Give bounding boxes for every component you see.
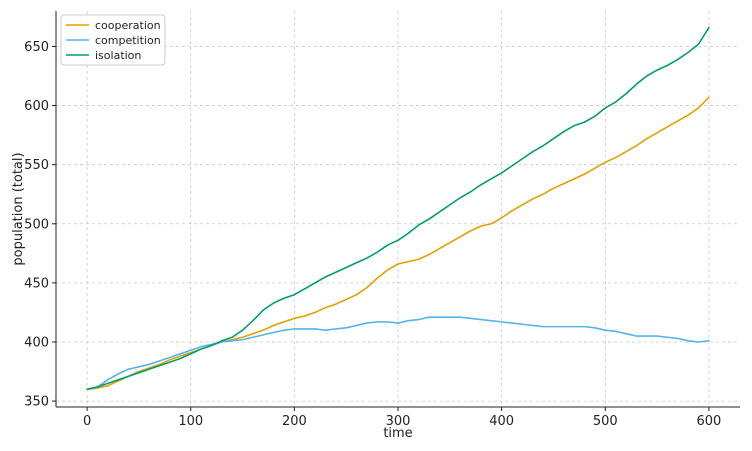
legend-label: isolation — [95, 49, 141, 62]
x-tick-label: 600 — [696, 414, 721, 429]
series-line-isolation — [86, 26, 710, 391]
y-tick-label: 400 — [24, 335, 49, 350]
series-line-competition — [86, 316, 710, 391]
legend: cooperation competition isolation — [60, 14, 166, 66]
y-tick-label: 650 — [24, 40, 49, 55]
axes — [52, 11, 740, 411]
x-tick-label: 500 — [593, 414, 618, 429]
series-line-cooperation — [86, 96, 710, 391]
legend-label: cooperation — [95, 19, 161, 32]
y-tick-label: 450 — [24, 276, 49, 291]
series-lines — [86, 26, 710, 391]
x-tick-label: 200 — [282, 414, 307, 429]
y-tick-label: 600 — [24, 99, 49, 114]
legend-item-competition: competition — [66, 34, 161, 47]
legend-item-cooperation: cooperation — [66, 19, 161, 32]
legend-label: competition — [95, 34, 161, 47]
y-axis-label: population (total) — [11, 152, 26, 265]
tick-labels: 0 100 200 300 400 500 600 350 400 450 500 550 600 650 — [24, 40, 721, 429]
grid — [56, 11, 740, 407]
y-tick-label: 350 — [24, 395, 49, 410]
x-tick-label: 400 — [489, 414, 514, 429]
x-tick-label: 0 — [83, 414, 91, 429]
legend-item-isolation: isolation — [66, 49, 141, 62]
x-tick-label: 100 — [178, 414, 203, 429]
y-tick-label: 550 — [24, 158, 49, 173]
x-axis-label: time — [383, 426, 412, 441]
y-tick-label: 500 — [24, 217, 49, 232]
legend-box — [60, 14, 166, 66]
x-tick-label: 300 — [386, 414, 411, 429]
